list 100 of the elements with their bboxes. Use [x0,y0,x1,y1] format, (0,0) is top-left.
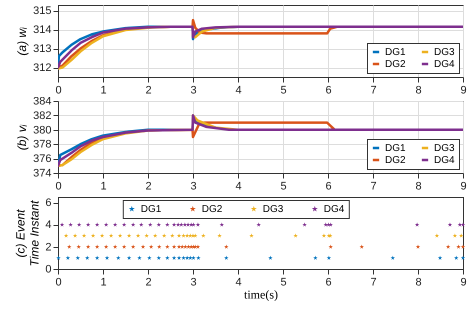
y-tick-label: 0 [45,264,52,276]
y-tick-label: 315 [33,5,52,18]
x-tick-label: 6 [325,84,332,96]
x-tick-label: 5 [280,84,287,96]
x-tick-label: 3 [190,84,197,96]
x-tick-label: 9 [460,84,467,96]
point [460,244,466,249]
point [100,233,104,238]
y-axis-title: (a) wᵢ [15,26,30,56]
point [104,256,110,260]
point [452,233,458,238]
point [438,256,442,260]
point [76,244,81,249]
point [172,244,176,249]
x-tick-label: 1 [100,180,107,192]
point [136,233,140,238]
x-tick-label: 2 [145,84,152,96]
point [176,233,182,238]
y-tick-label: 6 [45,197,52,210]
point [458,233,464,238]
point [64,233,68,238]
point [156,256,162,260]
x-tick-label: 0 [55,276,62,288]
point [224,244,229,249]
point [116,256,121,260]
x-tick-label: 6 [325,180,332,192]
y-tick-label: 384 [33,96,52,108]
x-tick-label: 7 [370,180,377,192]
point [94,222,100,227]
point [162,233,166,238]
point [328,244,333,249]
point [176,222,180,227]
y-tick-label: 376 [33,153,52,166]
point [220,222,224,227]
x-tick-label: 4 [235,180,242,192]
point [165,256,170,260]
point [268,256,273,260]
legend-label: DG2 [385,155,406,166]
point [144,233,149,238]
point [186,244,191,249]
point [184,233,190,238]
point [201,233,206,238]
x-tick-label: 0 [55,84,62,96]
x-tick-label: 9 [460,276,467,288]
point [56,256,61,260]
point [360,244,364,249]
point [147,256,152,260]
point [170,233,175,238]
point [72,233,78,238]
legend-label: DG1 [140,204,162,215]
x-tick-label: 7 [370,276,377,288]
x-tick-label: 2 [145,276,152,288]
point [217,233,222,238]
y-tick-label: 382 [33,110,52,122]
point [165,222,170,227]
x-tick-label: 4 [235,84,242,96]
point [196,256,201,260]
point [67,244,72,249]
point [104,244,108,249]
y-axis-title: (c) Event Time Instant [13,200,42,266]
point [60,222,64,227]
point [157,244,162,249]
x-tick-label: 7 [370,84,377,96]
legend-label: DG4 [434,59,455,70]
point [249,233,254,238]
point [85,256,90,260]
point [293,233,298,238]
x-tick-label: 3 [190,276,197,288]
y-axis-title: (b) vᵢ [15,124,30,150]
point [180,244,184,249]
point [126,233,132,238]
x-tick-label: 6 [325,276,332,288]
point [152,233,158,238]
point [448,222,452,227]
x-tick-label: 5 [280,180,287,192]
point [196,244,200,249]
y-tick-label: 2 [45,241,52,254]
legend-label: DG3 [434,143,455,154]
point [434,233,440,238]
point [313,256,318,260]
point [191,256,196,260]
x-tick-label: 5 [280,276,287,288]
point [137,256,142,260]
legend-label: DG4 [324,204,345,215]
point [112,244,118,249]
point [416,244,420,249]
point [148,222,152,227]
point [390,256,396,260]
x-tick-label: 1 [100,276,107,288]
legend-label: DG3 [434,47,455,58]
point [139,222,144,227]
y-tick-label: 312 [33,62,52,74]
point [148,244,154,249]
point [446,244,450,249]
point [86,244,90,249]
point [184,256,190,260]
point [456,244,461,249]
x-tick-label: 1 [100,84,107,96]
point [196,222,200,227]
point [82,233,86,238]
